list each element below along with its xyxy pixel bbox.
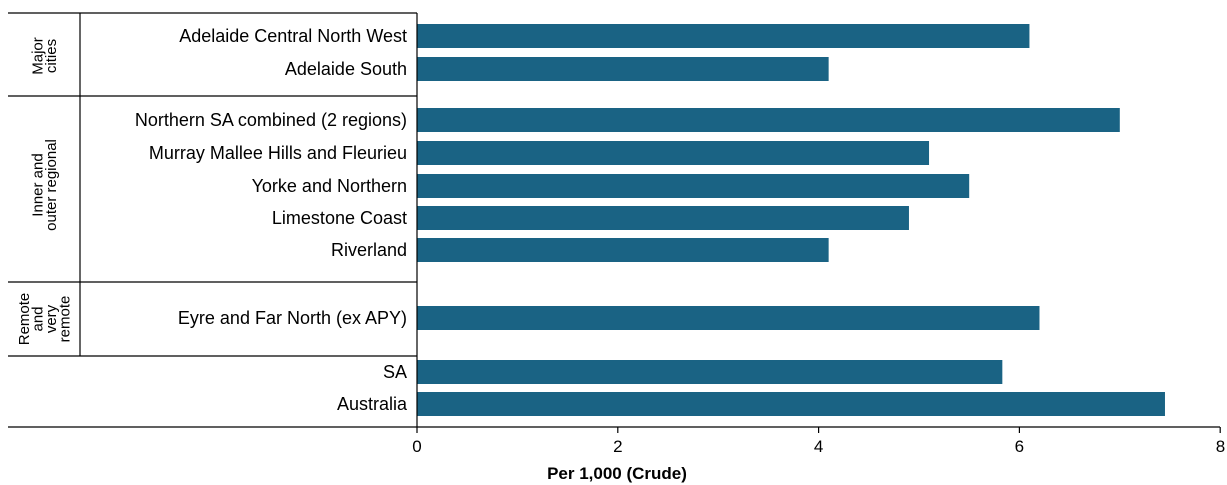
bar — [417, 238, 829, 262]
category-label: Yorke and Northern — [252, 176, 407, 196]
x-tick-label: 0 — [412, 437, 421, 456]
category-label: Eyre and Far North (ex APY) — [178, 308, 407, 328]
bar — [417, 360, 1003, 384]
bars — [417, 24, 1165, 416]
bar — [417, 306, 1040, 330]
category-label: Adelaide South — [285, 59, 407, 79]
category-label: Limestone Coast — [272, 208, 407, 228]
category-label: Riverland — [331, 240, 407, 260]
category-label: Australia — [337, 394, 408, 414]
group-label: Inner andouter regional — [29, 139, 60, 231]
category-label: Northern SA combined (2 regions) — [135, 110, 407, 130]
bar — [417, 24, 1030, 48]
bar — [417, 57, 829, 81]
group-label: Remoteandveryremote — [16, 293, 74, 346]
x-tick-label: 8 — [1216, 437, 1225, 456]
bar — [417, 206, 909, 230]
axis-frame — [8, 12, 1220, 428]
bar — [417, 392, 1165, 416]
bar — [417, 174, 970, 198]
bar — [417, 108, 1120, 132]
category-label: Adelaide Central North West — [179, 26, 407, 46]
x-tick-label: 4 — [814, 437, 823, 456]
x-axis-ticks: 0 2 4 6 8 — [412, 427, 1225, 456]
x-axis-title: Per 1,000 (Crude) — [547, 464, 687, 483]
category-label: Murray Mallee Hills and Fleurieu — [149, 143, 407, 163]
category-label: SA — [383, 362, 407, 382]
group-label: Majorcities — [29, 37, 60, 75]
x-tick-label: 2 — [613, 437, 622, 456]
category-labels: Adelaide Central North West Adelaide Sout… — [135, 26, 408, 414]
group-labels: Majorcities Inner andouter regional Remote… — [16, 37, 74, 345]
bar — [417, 141, 930, 165]
x-tick-label: 6 — [1015, 437, 1024, 456]
